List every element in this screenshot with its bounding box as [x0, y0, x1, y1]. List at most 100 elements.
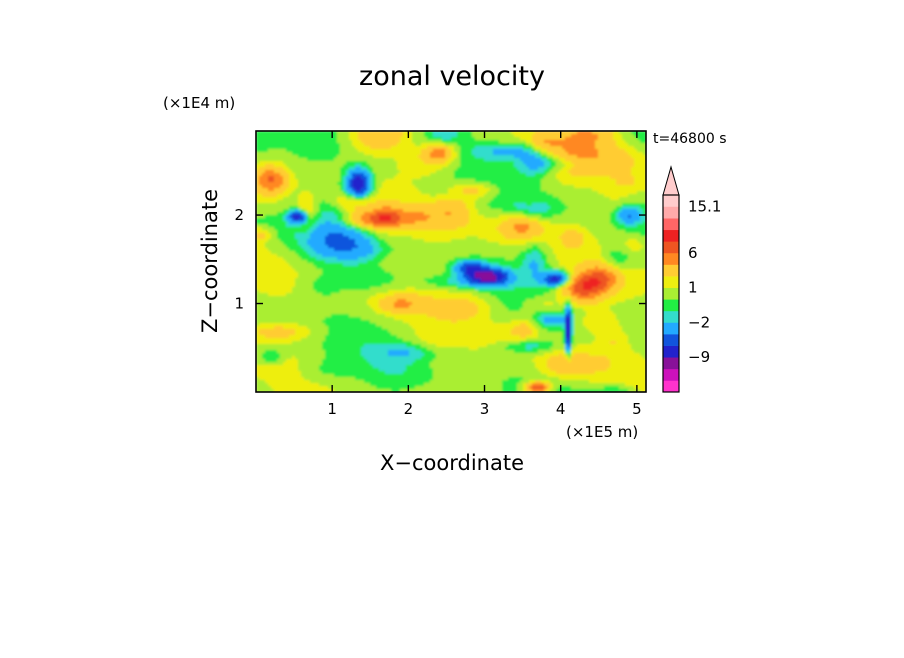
- field-cell: [352, 227, 356, 231]
- field-cell: [565, 170, 569, 174]
- field-cell: [616, 182, 620, 186]
- field-cell: [460, 227, 464, 231]
- field-cell: [427, 224, 431, 228]
- field-cell: [343, 233, 347, 237]
- field-cell: [610, 194, 614, 198]
- field-cell: [574, 137, 578, 141]
- field-cell: [538, 179, 542, 183]
- field-cell: [343, 218, 347, 222]
- field-cell: [469, 146, 473, 150]
- field-cell: [268, 143, 272, 147]
- field-cell: [385, 161, 389, 165]
- field-cell: [433, 230, 437, 234]
- field-cell: [370, 200, 374, 204]
- field-cell: [427, 194, 431, 198]
- field-cell: [562, 233, 566, 237]
- field-cell: [427, 185, 431, 189]
- field-cell: [367, 140, 371, 144]
- field-cell: [607, 200, 611, 204]
- field-cell: [496, 140, 500, 144]
- field-cell: [454, 215, 458, 219]
- field-cell: [427, 188, 431, 192]
- field-cell: [295, 212, 299, 216]
- field-cell: [367, 185, 371, 189]
- field-cell: [580, 146, 584, 150]
- field-cell: [295, 236, 299, 240]
- field-cell: [505, 212, 509, 216]
- field-cell: [541, 140, 545, 144]
- field-cell: [286, 140, 290, 144]
- field-cell: [388, 152, 392, 156]
- field-cell: [346, 227, 350, 231]
- field-cell: [343, 200, 347, 204]
- field-cell: [367, 239, 371, 243]
- field-cell: [292, 137, 296, 141]
- field-cell: [412, 215, 416, 219]
- field-cell: [487, 185, 491, 189]
- field-cell: [508, 176, 512, 180]
- field-cell: [430, 176, 434, 180]
- field-cell: [631, 215, 635, 219]
- field-cell: [493, 236, 497, 240]
- field-cell: [379, 137, 383, 141]
- field-cell: [292, 197, 296, 201]
- field-cell: [559, 209, 563, 213]
- field-cell: [346, 239, 350, 243]
- field-cell: [424, 170, 428, 174]
- field-cell: [331, 188, 335, 192]
- field-cell: [328, 227, 332, 231]
- field-cell: [286, 206, 290, 210]
- field-cell: [559, 161, 563, 165]
- field-cell: [331, 236, 335, 240]
- field-cell: [337, 179, 341, 183]
- field-cell: [520, 239, 524, 243]
- field-cell: [577, 167, 581, 171]
- field-cell: [397, 146, 401, 150]
- field-cell: [286, 170, 290, 174]
- field-cell: [622, 140, 626, 144]
- field-cell: [310, 206, 314, 210]
- field-cell: [409, 164, 413, 168]
- field-cell: [256, 143, 260, 147]
- field-cell: [373, 134, 377, 138]
- field-cell: [301, 146, 305, 150]
- field-cell: [583, 236, 587, 240]
- field-cell: [436, 161, 440, 165]
- field-cell: [487, 137, 491, 141]
- field-cell: [385, 131, 389, 135]
- field-cell: [340, 170, 344, 174]
- field-cell: [397, 167, 401, 171]
- field-cell: [274, 191, 278, 195]
- field-cell: [268, 206, 272, 210]
- field-cell: [307, 155, 311, 159]
- field-cell: [337, 206, 341, 210]
- field-cell: [286, 137, 290, 141]
- field-cell: [631, 203, 635, 207]
- field-cell: [472, 233, 476, 237]
- field-cell: [544, 227, 548, 231]
- field-cell: [442, 134, 446, 138]
- field-cell: [481, 206, 485, 210]
- field-cell: [499, 236, 503, 240]
- field-cell: [268, 161, 272, 165]
- field-cell: [556, 176, 560, 180]
- field-cell: [637, 230, 641, 234]
- field-cell: [568, 197, 572, 201]
- field-cell: [256, 137, 260, 141]
- field-cell: [328, 149, 332, 153]
- field-cell: [565, 161, 569, 165]
- field-cell: [421, 152, 425, 156]
- field-cell: [529, 206, 533, 210]
- field-cell: [274, 221, 278, 225]
- field-cell: [301, 206, 305, 210]
- field-cell: [274, 200, 278, 204]
- field-cell: [526, 233, 530, 237]
- field-cell: [403, 233, 407, 237]
- field-cell: [340, 224, 344, 228]
- field-cell: [316, 143, 320, 147]
- field-cell: [532, 218, 536, 222]
- field-cell: [577, 200, 581, 204]
- field-cell: [589, 149, 593, 153]
- field-cell: [484, 209, 488, 213]
- field-cell: [520, 164, 524, 168]
